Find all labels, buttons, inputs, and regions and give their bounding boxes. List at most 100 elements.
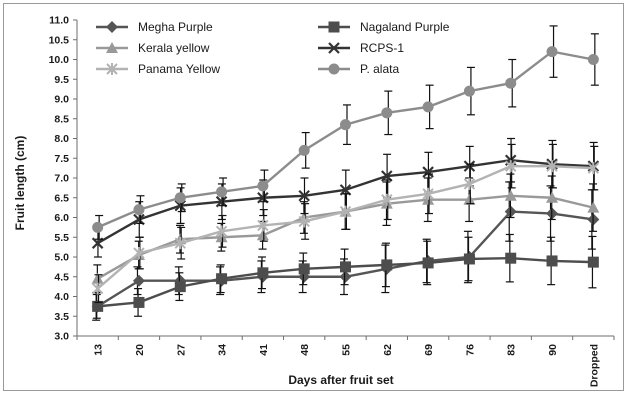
data-point	[339, 184, 352, 196]
data-point	[463, 193, 476, 205]
data-point	[587, 256, 599, 268]
data-point	[546, 160, 558, 173]
series-panama-yellow	[91, 143, 600, 304]
x-axis-ticks: 13 20 27 34 41 48 55 62 69 76 83 90 Dropped	[76, 336, 615, 387]
data-point	[505, 77, 517, 89]
data-point	[91, 282, 104, 295]
data-point	[215, 225, 228, 238]
y-tick-label: 8.5	[54, 113, 69, 125]
y-tick-label: 3.5	[54, 311, 69, 323]
data-point	[91, 237, 104, 249]
data-point	[463, 177, 476, 190]
legend-swatch-marker	[106, 42, 118, 53]
x-tick-label: 83	[506, 344, 518, 356]
y-tick-label: 5.0	[54, 252, 69, 264]
x-tick-label: 13	[93, 344, 105, 356]
data-point	[92, 300, 104, 312]
data-point	[298, 263, 310, 275]
y-tick-label: 10.5	[49, 34, 70, 46]
data-point	[256, 229, 269, 241]
x-tick-label: 62	[382, 344, 394, 356]
data-point	[298, 144, 310, 156]
legend-item-nagaland-purple: Nagaland Purple	[318, 20, 450, 34]
legend-label: Panama Yellow	[138, 62, 220, 76]
legend-label: RCPS-1	[360, 41, 404, 55]
data-point	[422, 166, 434, 178]
data-point	[257, 180, 269, 192]
data-point	[422, 101, 434, 113]
data-point	[216, 273, 228, 285]
data-point	[132, 274, 145, 287]
data-point	[174, 192, 186, 204]
legend-label: P. alata	[360, 62, 399, 76]
data-point	[587, 162, 600, 175]
data-point	[340, 261, 351, 273]
data-point	[381, 259, 393, 271]
data-point	[133, 296, 145, 308]
y-axis-title: Fruit length (cm)	[13, 136, 27, 231]
data-point	[216, 186, 228, 198]
legend-item-megha-purple: Megha Purple	[96, 20, 213, 34]
y-tick-label: 6.0	[54, 212, 69, 224]
legend-swatch-marker	[328, 63, 340, 75]
x-tick-label: 69	[423, 344, 435, 356]
legend-item-p-alata: P. alata	[318, 62, 399, 76]
series-layer	[91, 25, 600, 321]
x-tick-label: Dropped	[588, 344, 600, 387]
data-point	[546, 255, 558, 267]
legend-swatch-marker	[328, 21, 340, 33]
data-point	[91, 272, 104, 284]
y-tick-label: 3.0	[54, 331, 69, 343]
y-tick-label: 5.5	[54, 232, 69, 244]
data-point	[340, 119, 351, 131]
data-point	[133, 204, 145, 216]
data-point	[504, 189, 517, 201]
x-tick-label: 20	[134, 344, 146, 356]
legend-swatch-marker	[106, 63, 118, 75]
data-point	[174, 281, 186, 293]
legend-swatch-marker	[106, 21, 118, 33]
x-tick-label: 76	[464, 344, 476, 356]
series-nagaland-purple	[92, 233, 599, 319]
y-tick-label: 9.0	[54, 94, 69, 106]
data-point	[546, 191, 559, 203]
y-tick-label: 7.5	[54, 153, 69, 165]
x-tick-label: 90	[547, 344, 559, 356]
data-point	[174, 199, 187, 212]
x-tick-label: 48	[299, 344, 311, 356]
data-point	[257, 219, 269, 232]
data-point	[463, 85, 475, 97]
data-point	[133, 247, 145, 260]
y-tick-label: 7.0	[54, 173, 69, 185]
data-point	[339, 205, 352, 218]
y-axis-ticks: 3.0 3.5 4.0 4.5 5.0 5.5 6.0 6.5 7.0 7.5 8.0 8.5 9.0 9…	[49, 15, 77, 343]
data-point	[422, 257, 434, 269]
x-tick-label: 27	[175, 344, 187, 356]
data-point	[463, 160, 476, 172]
series-rcps-1	[91, 137, 600, 258]
data-point	[505, 160, 517, 173]
y-tick-label: 6.5	[54, 192, 69, 204]
x-tick-label: 55	[341, 344, 353, 356]
data-point	[587, 201, 600, 213]
legend: Megha Purple Nagaland Purple Kerala yellow…	[96, 20, 450, 76]
y-tick-label: 4.0	[54, 291, 69, 303]
data-point	[298, 215, 310, 228]
data-point	[133, 213, 145, 226]
data-point	[339, 270, 352, 283]
legend-label: Kerala yellow	[138, 41, 210, 55]
legend-item-panama-yellow: Panama Yellow	[96, 62, 220, 76]
data-point	[546, 46, 558, 58]
data-point	[298, 189, 310, 202]
legend-label: Megha Purple	[138, 20, 213, 34]
x-tick-label: 41	[258, 344, 270, 356]
data-point	[505, 252, 517, 264]
y-tick-label: 4.5	[54, 271, 69, 283]
data-point	[215, 195, 228, 208]
legend-label: Nagaland Purple	[360, 20, 450, 34]
data-point	[587, 54, 599, 65]
y-tick-label: 9.5	[54, 74, 69, 86]
y-tick-label: 11.0	[49, 15, 69, 27]
data-point	[422, 187, 434, 200]
